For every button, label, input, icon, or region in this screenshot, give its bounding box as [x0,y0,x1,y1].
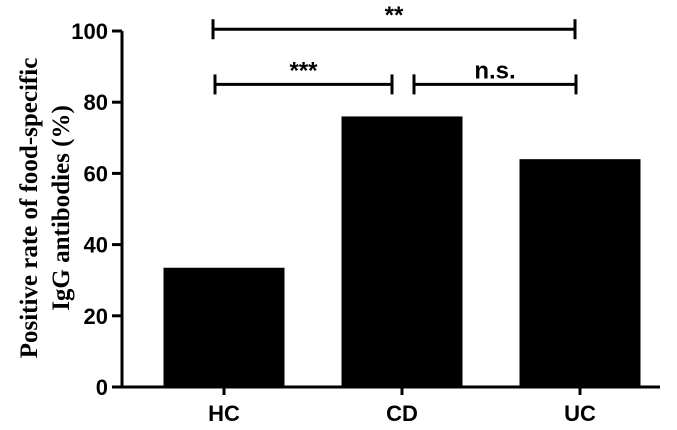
y-axis-title-line-1: Positive rate of food-specific [16,58,43,359]
x-tick-label: CD [386,401,418,426]
y-axis-title-line-2: IgG antibodies (%) [48,105,75,311]
y-tick-label: 60 [84,161,108,186]
y-tick-label: 0 [96,375,108,400]
y-tick-label: 100 [71,19,108,44]
significance-label: n.s. [474,57,515,84]
significance-label: *** [289,57,318,84]
bar-cd [341,116,463,387]
y-tick-label: 20 [84,304,108,329]
x-tick-label: UC [564,401,596,426]
y-tick-label: 40 [84,233,108,258]
x-tick-label: HC [208,401,240,426]
bar-hc [163,267,285,387]
bar-uc [519,159,641,387]
significance-label: ** [385,2,404,29]
y-tick-label: 80 [84,90,108,115]
y-axis-title: Positive rate of food-specific IgG antib… [16,58,75,359]
